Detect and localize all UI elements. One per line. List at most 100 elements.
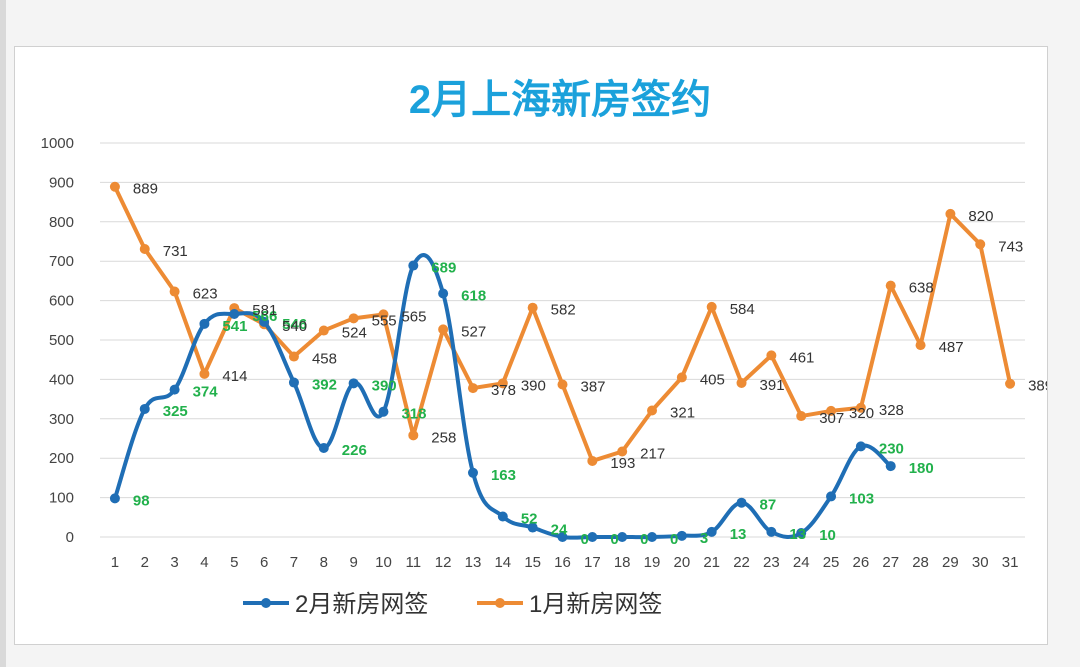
data-label-feb: 618 bbox=[461, 288, 486, 305]
x-tick-label: 27 bbox=[882, 554, 899, 571]
data-point-feb bbox=[557, 532, 568, 542]
x-tick-label: 5 bbox=[230, 554, 238, 571]
data-label-feb: 0 bbox=[640, 531, 648, 548]
data-label-feb: 392 bbox=[312, 377, 337, 394]
data-label-feb: 566 bbox=[252, 308, 277, 325]
x-tick-label: 1 bbox=[111, 554, 119, 571]
data-point-jan bbox=[527, 302, 538, 313]
x-tick-label: 11 bbox=[406, 554, 422, 571]
x-tick-label: 28 bbox=[912, 554, 929, 571]
chart-title: 2月上海新房签约 bbox=[409, 78, 711, 122]
data-point-feb bbox=[885, 461, 896, 472]
data-point-jan bbox=[348, 313, 359, 324]
data-label-feb: 0 bbox=[581, 531, 589, 548]
data-label-feb: 13 bbox=[789, 526, 806, 543]
y-tick-label: 0 bbox=[66, 529, 74, 546]
data-point-feb bbox=[497, 511, 508, 522]
data-label-jan: 320 bbox=[849, 405, 874, 422]
x-tick-label: 26 bbox=[853, 554, 870, 571]
data-point-jan bbox=[408, 430, 419, 441]
data-point-feb bbox=[229, 308, 240, 319]
spreadsheet-row-header bbox=[0, 0, 6, 667]
x-tick-label: 15 bbox=[524, 554, 541, 571]
data-label-feb: 87 bbox=[760, 497, 777, 514]
data-point-feb bbox=[318, 442, 329, 453]
x-tick-label: 23 bbox=[763, 554, 780, 571]
data-label-jan: 731 bbox=[163, 243, 188, 260]
x-tick-label: 24 bbox=[793, 554, 810, 571]
data-label-feb: 226 bbox=[342, 442, 367, 459]
x-tick-label: 12 bbox=[435, 554, 452, 571]
data-label-feb: 689 bbox=[431, 260, 456, 277]
data-label-jan: 307 bbox=[819, 410, 844, 427]
data-label-feb: 180 bbox=[909, 460, 934, 477]
data-label-jan: 565 bbox=[401, 308, 426, 325]
x-tick-label: 16 bbox=[554, 554, 571, 571]
legend-marker bbox=[261, 598, 271, 608]
data-point-jan bbox=[855, 402, 866, 413]
data-label-jan: 461 bbox=[789, 349, 814, 366]
x-tick-label: 6 bbox=[260, 554, 268, 571]
gridlines bbox=[100, 142, 1025, 538]
data-point-jan bbox=[109, 181, 120, 192]
data-point-jan bbox=[378, 309, 389, 320]
chart-card[interactable]: 2月上海新房签约 0 100 200 300 400 500 600 700 800 900 100… bbox=[14, 46, 1053, 645]
x-tick-label: 8 bbox=[320, 554, 328, 571]
data-point-feb bbox=[378, 406, 389, 417]
data-label-jan: 524 bbox=[342, 325, 367, 342]
y-tick-label: 600 bbox=[49, 293, 74, 310]
data-label-jan: 540 bbox=[282, 318, 307, 335]
data-label-jan: 889 bbox=[133, 181, 158, 198]
data-point-jan bbox=[139, 243, 150, 254]
legend[interactable]: 2月新房网签 1月新房网签 bbox=[243, 591, 662, 618]
data-point-feb bbox=[647, 532, 658, 542]
data-label-feb: 13 bbox=[730, 526, 747, 543]
data-label-jan: 743 bbox=[998, 238, 1023, 255]
data-point-feb bbox=[855, 441, 866, 452]
data-point-feb bbox=[796, 528, 807, 539]
data-point-jan bbox=[647, 405, 658, 416]
data-point-feb bbox=[408, 260, 419, 271]
y-tick-label: 200 bbox=[49, 450, 74, 467]
data-label-jan: 414 bbox=[222, 368, 247, 385]
series-line-jan bbox=[112, 184, 1013, 463]
y-axis-ticks: 0 100 200 300 400 500 600 700 800 900 1000 bbox=[41, 135, 74, 546]
data-point-feb bbox=[348, 378, 359, 389]
data-label-feb: 52 bbox=[521, 511, 538, 528]
y-tick-label: 400 bbox=[49, 371, 74, 388]
x-tick-label: 17 bbox=[584, 554, 601, 571]
data-label-jan: 584 bbox=[730, 301, 755, 318]
data-point-jan bbox=[766, 350, 777, 361]
x-tick-label: 13 bbox=[465, 554, 482, 571]
data-point-jan bbox=[169, 286, 180, 297]
data-label-jan: 458 bbox=[312, 351, 337, 368]
data-point-jan bbox=[915, 340, 926, 351]
data-point-jan bbox=[557, 379, 568, 390]
data-point-jan bbox=[706, 301, 717, 312]
x-tick-label: 9 bbox=[349, 554, 357, 571]
data-point-jan bbox=[826, 405, 837, 416]
data-label-jan: 555 bbox=[372, 312, 397, 329]
data-label-jan: 321 bbox=[670, 405, 695, 422]
data-point-feb bbox=[438, 288, 449, 299]
data-point-jan bbox=[676, 372, 687, 383]
data-point-jan bbox=[796, 411, 807, 422]
data-point-feb bbox=[587, 532, 598, 542]
data-point-jan bbox=[1005, 378, 1016, 389]
data-point-feb bbox=[109, 493, 120, 504]
data-point-feb bbox=[288, 377, 299, 388]
x-tick-label: 19 bbox=[644, 554, 661, 571]
x-axis-ticks: 1 2 3 4 5 6 7 8 9 10 11 12 13 14 15 16 17 18 19 20 21 22 23 24 2… bbox=[111, 554, 1019, 571]
data-point-feb bbox=[169, 384, 180, 395]
x-tick-label: 4 bbox=[200, 554, 208, 571]
data-label-jan: 638 bbox=[909, 280, 934, 297]
data-point-feb bbox=[527, 522, 538, 533]
y-tick-label: 300 bbox=[49, 411, 74, 428]
data-point-feb bbox=[736, 497, 747, 508]
data-point-jan bbox=[288, 351, 299, 362]
data-point-jan bbox=[318, 325, 329, 336]
x-tick-label: 14 bbox=[494, 554, 511, 571]
x-tick-label: 10 bbox=[375, 554, 392, 571]
